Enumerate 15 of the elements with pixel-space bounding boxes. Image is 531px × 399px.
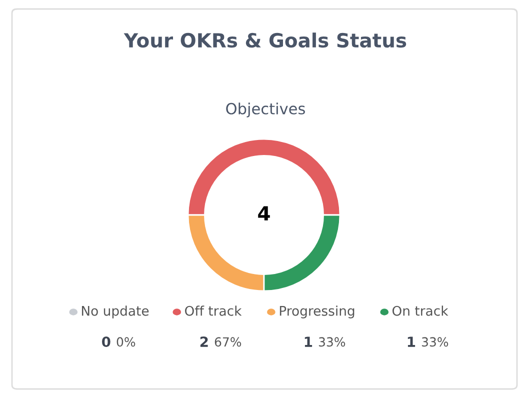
text: 4 bbox=[258, 206, 270, 220]
text: 33% bbox=[318, 337, 346, 347]
text: 33% bbox=[422, 337, 448, 347]
chart-subtitle: Objectives bbox=[226, 102, 305, 118]
chart-title: Your OKRs & Goals Status bbox=[124, 32, 406, 48]
text: 0% bbox=[116, 337, 136, 347]
legend-label: Progressing bbox=[280, 306, 354, 318]
text: 1 bbox=[304, 336, 312, 347]
legend-label: Off track bbox=[185, 306, 242, 316]
text: 2 bbox=[200, 336, 208, 347]
text: 0 bbox=[102, 336, 110, 348]
legend-label: On track bbox=[392, 306, 448, 316]
text: 67% bbox=[214, 337, 242, 347]
text: 1 bbox=[408, 336, 416, 347]
legend-label: No update bbox=[82, 306, 149, 318]
